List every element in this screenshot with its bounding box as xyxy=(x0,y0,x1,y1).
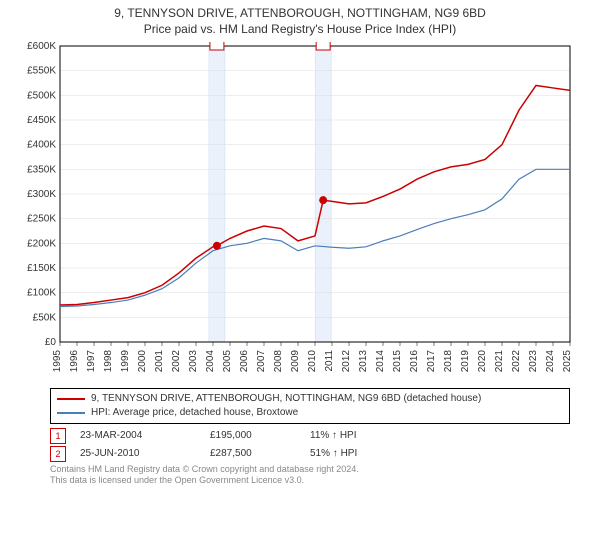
sale-date-1: 23-MAR-2004 xyxy=(80,430,210,441)
footer-line-1: Contains HM Land Registry data © Crown c… xyxy=(50,464,570,476)
svg-text:£300K: £300K xyxy=(27,189,56,200)
svg-text:2007: 2007 xyxy=(256,349,267,372)
svg-text:2018: 2018 xyxy=(443,349,454,372)
sales-table: 1 23-MAR-2004 £195,000 11% ↑ HPI 2 25-JU… xyxy=(50,428,570,462)
svg-text:1999: 1999 xyxy=(120,349,131,372)
legend-label-hpi: HPI: Average price, detached house, Brox… xyxy=(91,406,298,420)
sale-date-2: 25-JUN-2010 xyxy=(80,448,210,459)
svg-text:2008: 2008 xyxy=(273,349,284,372)
svg-text:2023: 2023 xyxy=(528,349,539,372)
sale-pct-1: 11% ↑ HPI xyxy=(310,430,400,441)
chart-subtitle: Price paid vs. HM Land Registry's House … xyxy=(10,22,590,36)
svg-text:2003: 2003 xyxy=(188,349,199,372)
svg-text:£550K: £550K xyxy=(27,65,56,76)
footer: Contains HM Land Registry data © Crown c… xyxy=(50,464,570,487)
legend-swatch-property xyxy=(57,398,85,400)
line-chart-svg: £0 £50K £100K £150K £200K £250K £300K £350K £400… xyxy=(20,42,580,382)
svg-text:2: 2 xyxy=(320,42,326,45)
svg-text:£600K: £600K xyxy=(27,42,56,52)
svg-text:2017: 2017 xyxy=(426,349,437,372)
svg-text:£50K: £50K xyxy=(33,312,57,323)
svg-text:2020: 2020 xyxy=(477,349,488,372)
svg-text:2012: 2012 xyxy=(341,349,352,372)
footer-line-2: This data is licensed under the Open Gov… xyxy=(50,475,570,487)
svg-text:2022: 2022 xyxy=(511,349,522,372)
svg-text:2006: 2006 xyxy=(239,349,250,372)
legend-swatch-hpi xyxy=(57,412,85,414)
svg-text:£150K: £150K xyxy=(27,263,56,274)
plot-area: £0 £50K £100K £150K £200K £250K £300K £350K £400… xyxy=(20,42,580,382)
legend-label-property: 9, TENNYSON DRIVE, ATTENBOROUGH, NOTTING… xyxy=(91,392,481,406)
svg-text:2015: 2015 xyxy=(392,349,403,372)
sale-row-2: 2 25-JUN-2010 £287,500 51% ↑ HPI xyxy=(50,446,570,462)
sale-pct-2: 51% ↑ HPI xyxy=(310,448,400,459)
legend: 9, TENNYSON DRIVE, ATTENBOROUGH, NOTTING… xyxy=(50,388,570,424)
svg-text:£200K: £200K xyxy=(27,238,56,249)
svg-text:2000: 2000 xyxy=(137,349,148,372)
svg-text:2011: 2011 xyxy=(324,349,335,371)
svg-text:£100K: £100K xyxy=(27,287,56,298)
chart-container: 9, TENNYSON DRIVE, ATTENBOROUGH, NOTTING… xyxy=(0,0,600,491)
sale-marker-badge-2: 2 xyxy=(50,446,66,462)
svg-text:1998: 1998 xyxy=(103,349,114,372)
svg-text:1997: 1997 xyxy=(86,349,97,372)
sale-marker-badge-1: 1 xyxy=(50,428,66,444)
svg-text:2013: 2013 xyxy=(358,349,369,372)
svg-text:2014: 2014 xyxy=(375,349,386,372)
svg-text:£400K: £400K xyxy=(27,139,56,150)
svg-text:2004: 2004 xyxy=(205,349,216,372)
svg-text:2005: 2005 xyxy=(222,349,233,372)
svg-text:£0: £0 xyxy=(45,337,57,348)
svg-text:1: 1 xyxy=(214,42,220,45)
svg-text:2010: 2010 xyxy=(307,349,318,372)
svg-text:2009: 2009 xyxy=(290,349,301,372)
svg-text:£500K: £500K xyxy=(27,90,56,101)
sale-price-2: £287,500 xyxy=(210,448,310,459)
svg-text:2024: 2024 xyxy=(545,349,556,372)
svg-text:£350K: £350K xyxy=(27,164,56,175)
sale-row-1: 1 23-MAR-2004 £195,000 11% ↑ HPI xyxy=(50,428,570,444)
svg-text:£450K: £450K xyxy=(27,115,56,126)
svg-text:1996: 1996 xyxy=(69,349,80,372)
svg-text:2001: 2001 xyxy=(154,349,165,372)
legend-row-property: 9, TENNYSON DRIVE, ATTENBOROUGH, NOTTING… xyxy=(57,392,563,406)
legend-row-hpi: HPI: Average price, detached house, Brox… xyxy=(57,406,563,420)
svg-text:£250K: £250K xyxy=(27,213,56,224)
sale-price-1: £195,000 xyxy=(210,430,310,441)
chart-title: 9, TENNYSON DRIVE, ATTENBOROUGH, NOTTING… xyxy=(10,6,590,22)
svg-text:2021: 2021 xyxy=(494,349,505,372)
svg-text:2019: 2019 xyxy=(460,349,471,372)
svg-text:1995: 1995 xyxy=(52,349,63,372)
svg-text:2025: 2025 xyxy=(562,349,573,372)
svg-text:2002: 2002 xyxy=(171,349,182,372)
svg-text:2016: 2016 xyxy=(409,349,420,372)
